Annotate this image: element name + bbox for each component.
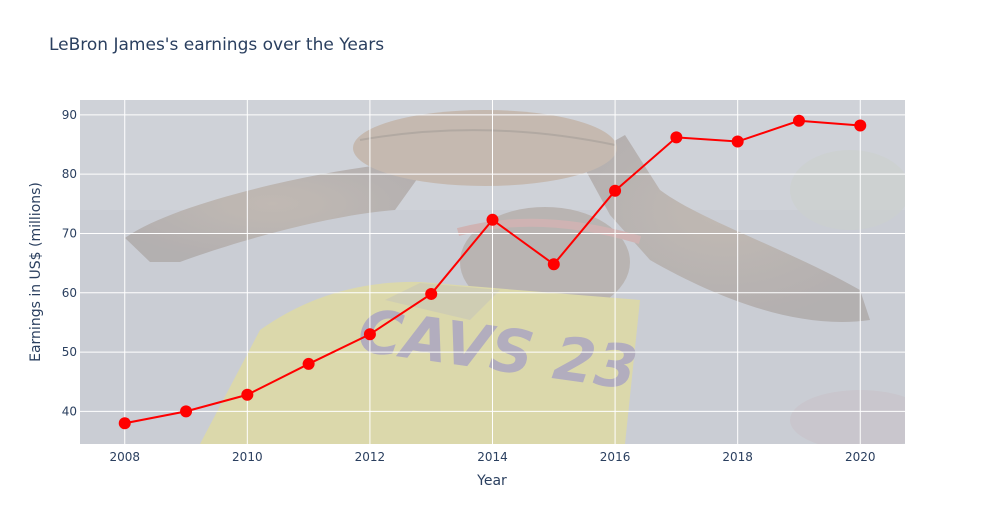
- player-photo: CAVS 23: [125, 110, 870, 444]
- data-point-2018: [731, 135, 744, 148]
- y-tick-label: 90: [62, 108, 77, 122]
- data-point-2014: [486, 213, 499, 226]
- x-axis-title: Year: [476, 473, 507, 489]
- y-tick-label: 50: [62, 345, 77, 359]
- x-axis-ticks: 2008 2010 2012 2014 2016 2018 2020: [109, 450, 875, 464]
- x-tick-label: 2010: [232, 450, 263, 464]
- data-point-2008: [118, 417, 131, 430]
- jersey: [200, 281, 640, 444]
- series-earnings: [118, 114, 867, 430]
- data-point-2013: [425, 287, 438, 300]
- data-point-2015: [547, 258, 560, 271]
- data-point-2009: [180, 405, 193, 418]
- x-tick-label: 2008: [109, 450, 140, 464]
- x-tick-label: 2020: [845, 450, 876, 464]
- y-tick-label: 60: [62, 286, 77, 300]
- plot-background: CAVS 23: [80, 100, 905, 444]
- chart-title: LeBron James's earnings over the Years: [49, 35, 384, 55]
- data-point-2011: [302, 357, 315, 370]
- y-axis-ticks: 40 50 60 70 80 90: [62, 108, 77, 419]
- y-tick-label: 80: [62, 167, 77, 181]
- gridlines: [80, 100, 905, 444]
- data-point-2010: [241, 388, 254, 401]
- y-tick-label: 40: [62, 404, 77, 418]
- basketball: [353, 110, 617, 186]
- data-point-2012: [363, 328, 376, 341]
- x-tick-label: 2016: [600, 450, 631, 464]
- data-point-2017: [670, 131, 683, 144]
- y-axis-title: Earnings in US$ (millions): [28, 182, 44, 362]
- x-tick-label: 2018: [722, 450, 753, 464]
- x-tick-label: 2012: [355, 450, 386, 464]
- data-point-2019: [792, 114, 805, 127]
- x-tick-label: 2014: [477, 450, 508, 464]
- data-point-2016: [609, 184, 622, 197]
- data-point-2020: [854, 119, 867, 132]
- y-tick-label: 70: [62, 226, 77, 240]
